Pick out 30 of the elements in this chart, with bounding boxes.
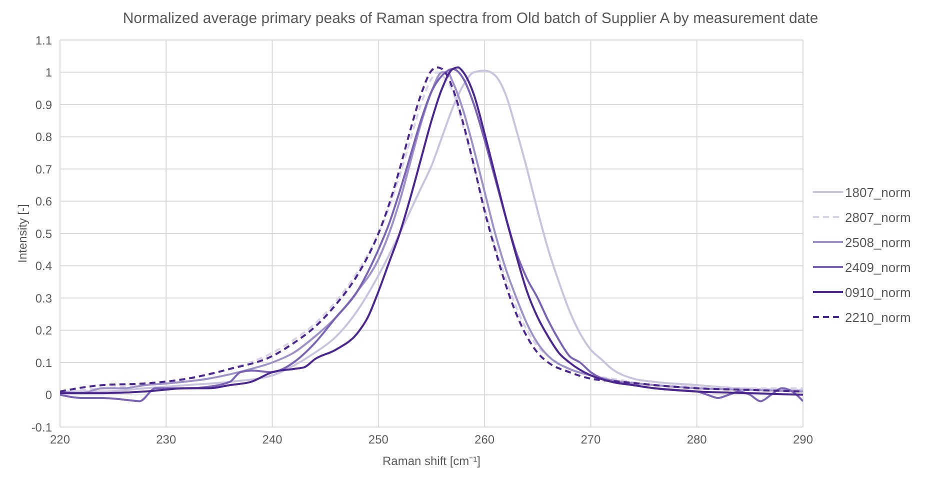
y-tick-label: 0.9 (35, 98, 52, 112)
x-tick-label: 220 (50, 432, 70, 447)
y-tick-label: 1.1 (35, 33, 52, 48)
legend-label: 0910_norm (845, 284, 911, 300)
y-tick-label: 0.2 (35, 324, 52, 338)
y-tick-label: 0 (45, 388, 52, 402)
x-tick-label: 280 (686, 432, 708, 447)
y-tick-label: 0.5 (35, 226, 52, 241)
y-tick-label: 1 (45, 66, 52, 80)
x-tick-label: 230 (156, 432, 176, 447)
x-axis-title: Raman shift [cm⁻¹] (382, 454, 481, 468)
y-tick-label: 0.6 (35, 194, 52, 209)
legend-label: 2409_norm (845, 260, 911, 274)
chart-title: Normalized average primary peaks of Raman spectra from Old batch of Supplier A by measurement date (122, 9, 820, 29)
x-tick-label: 270 (580, 432, 602, 447)
y-tick-label: 0.4 (35, 259, 52, 274)
y-tick-label: 0.8 (35, 130, 52, 144)
y-tick-label: 0.3 (35, 291, 52, 306)
legend-label: 2807_norm (845, 210, 911, 224)
y-tick-label: 0.7 (35, 162, 52, 176)
legend-label: 2210_norm (845, 310, 911, 324)
legend-label: 1807_norm (845, 184, 911, 200)
x-tick-label: 290 (792, 432, 814, 447)
y-tick-label: 0.1 (35, 356, 52, 370)
y-tick-label: -0.1 (31, 420, 52, 434)
y-axis-title: Intensity [-] (15, 204, 30, 263)
x-tick-label: 260 (474, 432, 495, 447)
x-tick-label: 250 (368, 432, 389, 447)
legend-label: 2508_norm (845, 234, 911, 250)
x-tick-label: 240 (262, 432, 283, 447)
